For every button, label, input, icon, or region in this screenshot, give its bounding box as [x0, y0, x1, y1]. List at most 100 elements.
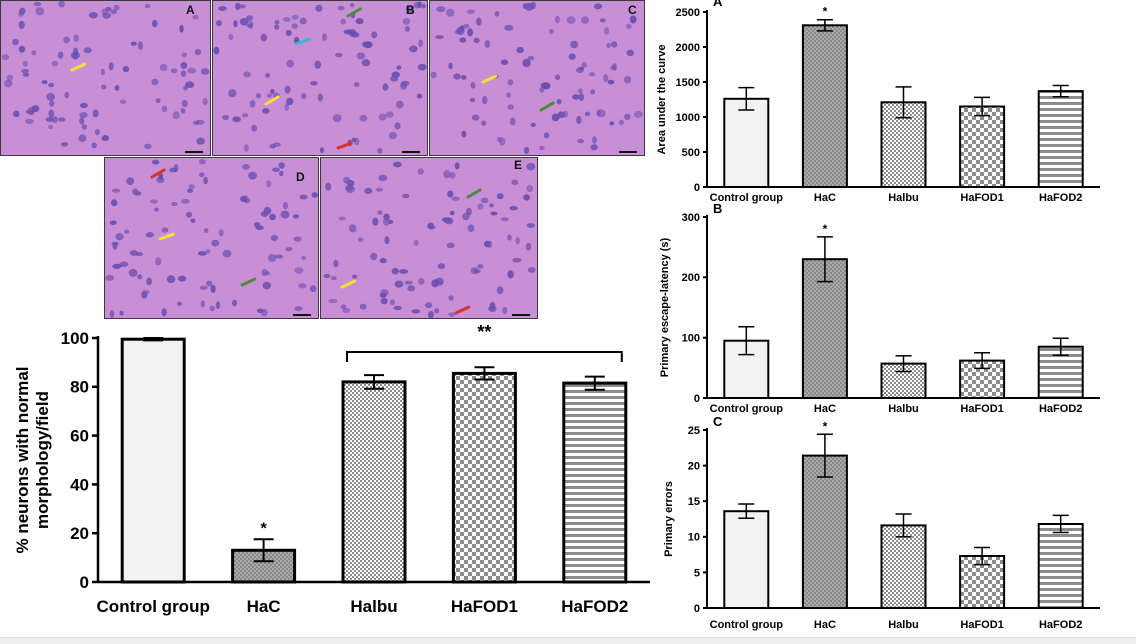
- neuron-nucleus: [333, 259, 339, 268]
- neuron-nucleus: [469, 97, 476, 103]
- neuron-nucleus: [606, 42, 611, 48]
- neuron-nucleus: [262, 281, 271, 290]
- neuron-nucleus: [425, 302, 433, 309]
- y-tick-label: 5: [694, 567, 700, 579]
- neuron-nucleus: [413, 239, 419, 247]
- neuron-nucleus: [64, 91, 70, 99]
- panel-border: [0, 0, 211, 156]
- yellow-arrow-icon: [264, 95, 280, 106]
- neuron-nucleus: [48, 124, 54, 129]
- yellow-arrow-icon: [340, 279, 357, 289]
- neuron-nucleus: [584, 111, 591, 117]
- bar-hafod2: [562, 381, 628, 584]
- bottom-strip: [0, 637, 1136, 644]
- panel-label: D: [296, 170, 305, 184]
- error-bar-control-group: [738, 503, 755, 520]
- neuron-nucleus: [63, 36, 71, 44]
- neuron-nucleus: [557, 111, 566, 118]
- neuron-nucleus: [507, 234, 512, 241]
- neuron-nucleus: [267, 254, 277, 262]
- yellow-arrow-icon: [481, 74, 498, 84]
- neuron-nucleus: [538, 145, 545, 151]
- neuron-nucleus: [48, 82, 55, 88]
- neuron-nucleus: [454, 162, 460, 170]
- bar-hafod1: [959, 105, 1006, 188]
- neuron-nucleus: [380, 297, 388, 305]
- neuron-nucleus: [402, 193, 410, 199]
- neuron-nucleus: [27, 107, 35, 116]
- neuron-nucleus: [232, 116, 242, 123]
- neuron-nucleus: [435, 35, 444, 39]
- red-arrow-icon: [454, 305, 471, 315]
- neuron-nucleus: [522, 58, 531, 68]
- neuron-nucleus: [489, 203, 494, 208]
- neuron-nucleus: [359, 114, 368, 122]
- arrow-shaft: [336, 141, 353, 150]
- neuron-nucleus: [572, 94, 580, 100]
- neuron-nucleus: [181, 52, 188, 58]
- neuron-nucleus: [580, 16, 590, 24]
- neuron-nucleus: [18, 45, 26, 53]
- neuron-nucleus: [516, 46, 524, 54]
- y-tick-label: 500: [682, 147, 700, 159]
- error-bar-control-group: [738, 326, 755, 356]
- neuron-nucleus: [471, 114, 480, 121]
- neuron-nucleus: [254, 222, 261, 228]
- neuron-nucleus: [274, 19, 280, 25]
- neuron-nucleus: [228, 33, 234, 40]
- arrow-shaft: [150, 168, 166, 179]
- neuron-nucleus: [446, 8, 455, 17]
- neuron-nucleus: [483, 241, 490, 248]
- neuron-nucleus: [590, 144, 598, 151]
- neuron-nucleus: [625, 23, 632, 29]
- neuron-nucleus: [291, 23, 298, 29]
- neuron-nucleus: [177, 301, 183, 306]
- panel-label: A: [713, 0, 723, 9]
- y-tick-label: 300: [682, 212, 700, 224]
- neuron-nucleus: [110, 199, 118, 207]
- y-tick-label: 20: [70, 524, 89, 543]
- neuron-nucleus: [404, 280, 413, 285]
- neuron-nucleus: [169, 167, 178, 173]
- neuron-nucleus: [274, 24, 280, 30]
- neuron-nucleus: [130, 41, 137, 46]
- neuron-nucleus: [382, 83, 389, 91]
- neuron-nucleus: [361, 59, 371, 67]
- neuron-nucleus: [466, 9, 476, 14]
- neuron-nucleus: [245, 20, 254, 28]
- neuron-nucleus: [310, 81, 318, 86]
- y-axis-label: % neurons with normalmorphology/field: [13, 366, 52, 553]
- x-tick-label: HaFOD1: [960, 192, 1003, 204]
- bar-hafod2: [1037, 90, 1084, 188]
- neuron-nucleus: [509, 117, 516, 126]
- neuron-nucleus: [504, 24, 514, 31]
- micrograph-panel-b: B: [212, 0, 428, 156]
- neuron-nucleus: [502, 306, 508, 315]
- neuron-nucleus: [265, 73, 270, 78]
- neuron-nucleus: [242, 163, 250, 170]
- neuron-nucleus: [115, 233, 124, 241]
- x-tick-label: HaFOD1: [451, 597, 518, 616]
- neuron-nucleus: [18, 11, 24, 17]
- y-tick-label: 40: [70, 475, 89, 494]
- neuron-nucleus: [384, 236, 390, 245]
- neuron-nucleus: [388, 131, 397, 140]
- neuron-nucleus: [525, 242, 532, 251]
- neuron-nucleus: [152, 159, 160, 165]
- significance-marker: *: [823, 222, 828, 236]
- neuron-nucleus: [195, 119, 205, 125]
- neuron-nucleus: [70, 51, 80, 60]
- neuron-nucleus: [481, 120, 487, 126]
- neuron-nucleus: [418, 278, 425, 285]
- green-arrow-icon: [240, 277, 257, 287]
- neuron-nucleus: [111, 188, 121, 193]
- neuron-nucleus: [470, 267, 479, 275]
- neuron-nucleus: [407, 285, 416, 292]
- neuron-nucleus: [280, 210, 290, 219]
- bracket-line: [346, 351, 623, 362]
- neuron-nucleus: [199, 285, 208, 290]
- error-bar-halbu: [364, 374, 384, 390]
- neuron-nucleus: [156, 176, 165, 183]
- neuron-nucleus: [490, 211, 498, 216]
- arrow-shaft: [346, 7, 362, 18]
